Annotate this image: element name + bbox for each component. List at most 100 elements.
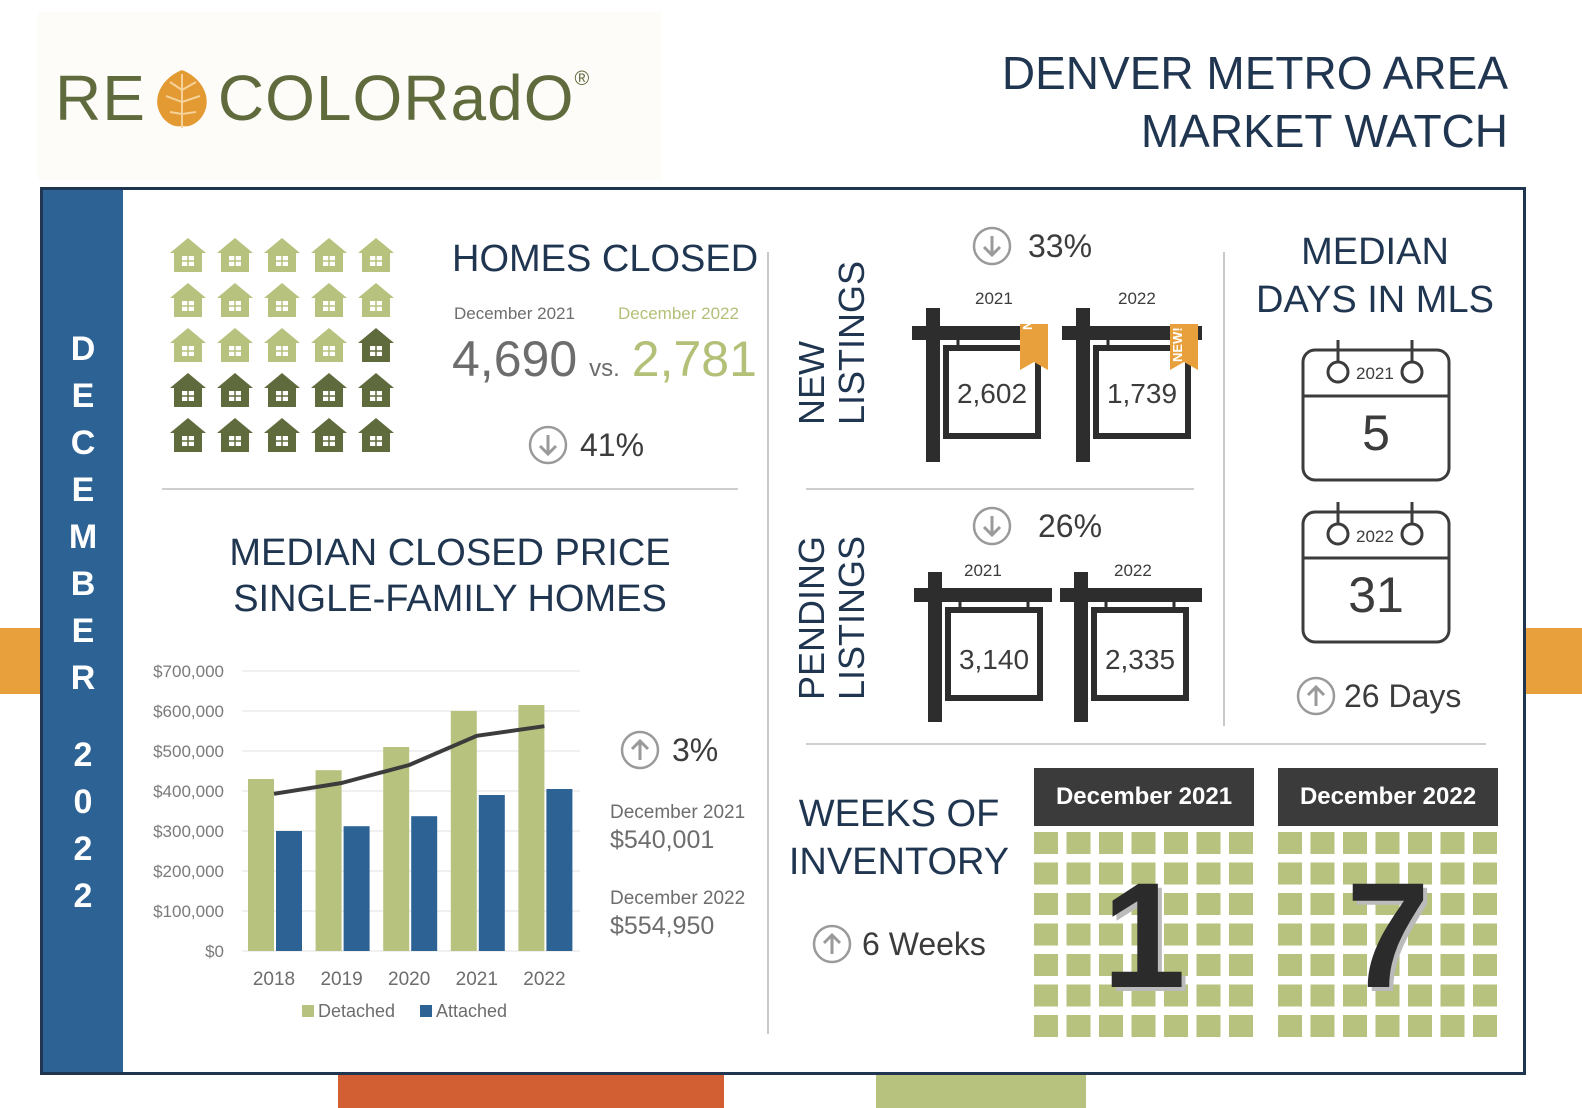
sidebar-month-year: D E C E M B E R 2 0 2 2 xyxy=(43,326,123,920)
logo-background xyxy=(38,12,662,180)
house-icon xyxy=(170,418,206,452)
title-line-1: DENVER METRO AREA xyxy=(1001,47,1508,99)
bar-attached xyxy=(546,789,573,951)
median-price-label-2021: December 2021 xyxy=(610,802,746,823)
house-icon xyxy=(311,328,347,362)
inventory-tile xyxy=(1343,1015,1367,1037)
decorative-bar-bottom-red xyxy=(338,1072,724,1108)
inventory-tile xyxy=(1310,1015,1335,1037)
arrow-up-circle-icon xyxy=(620,730,660,770)
inventory-tile xyxy=(1164,984,1188,1007)
weeks-inventory-title: WEEKS OF INVENTORY xyxy=(786,790,1012,886)
new-listings-change: 33% xyxy=(972,226,1092,266)
new-listings-year-2: 2022 xyxy=(1118,289,1156,308)
inventory-tile xyxy=(1131,832,1156,854)
house-icon xyxy=(311,373,347,407)
inventory-header-2022: December 2022 xyxy=(1278,768,1498,826)
bar-detached xyxy=(315,770,342,951)
house-icon xyxy=(217,373,253,407)
homes-closed-label-2021: December 2021 xyxy=(454,304,575,323)
inventory-grid-2022 xyxy=(1278,832,1498,1044)
inventory-tile xyxy=(1164,862,1188,885)
legend-swatch xyxy=(420,1005,432,1017)
calendar-2022-value: 31 xyxy=(1348,567,1404,623)
sidebar-letter: C xyxy=(70,424,96,462)
new-tag-1: NEW! xyxy=(1020,295,1035,330)
homes-icon-grid xyxy=(168,236,404,458)
inventory-value-2021: 1 xyxy=(1102,851,1186,1019)
inventory-tile xyxy=(1066,832,1091,854)
logo-text-colorado: COLORadO xyxy=(217,62,575,134)
calendar-2021-year: 2021 xyxy=(1356,364,1394,383)
homes-closed-label-2022: December 2022 xyxy=(618,304,739,323)
x-tick-label: 2021 xyxy=(456,969,498,990)
inventory-tile xyxy=(1131,954,1156,976)
sidebar-letter: E xyxy=(71,377,95,415)
inventory-tile xyxy=(1473,1015,1497,1037)
decorative-bar-right xyxy=(1524,628,1582,694)
inventory-tile xyxy=(1034,984,1058,1007)
inventory-tile xyxy=(1066,984,1091,1007)
inventory-tile xyxy=(1164,1015,1188,1037)
house-icon xyxy=(311,418,347,452)
house-icon xyxy=(264,283,300,317)
inventory-tile xyxy=(1229,893,1253,915)
inventory-tile xyxy=(1066,862,1091,885)
homes-closed-vs: vs. xyxy=(589,355,620,382)
inventory-tile xyxy=(1473,984,1497,1007)
house-icon xyxy=(264,328,300,362)
inventory-tile xyxy=(1278,954,1302,976)
house-icon xyxy=(217,328,253,362)
new-listings-title-line1: NEW xyxy=(791,341,832,425)
inventory-tile xyxy=(1310,832,1335,854)
house-icon xyxy=(358,328,394,362)
inventory-tile xyxy=(1440,832,1465,854)
month-sidebar xyxy=(43,190,123,1072)
inventory-tile xyxy=(1440,923,1465,946)
inventory-tile xyxy=(1440,984,1465,1007)
calendar-2021-value: 5 xyxy=(1362,405,1390,461)
house-icon xyxy=(264,238,300,272)
pending-listings-signs xyxy=(914,572,1202,722)
inventory-tile xyxy=(1278,862,1302,885)
house-icon xyxy=(358,373,394,407)
pending-listings-title: PENDING LISTINGS xyxy=(791,520,884,700)
bar-attached xyxy=(276,831,302,951)
homes-closed-value-2022: 2,781 xyxy=(631,331,757,387)
recolorado-logo[interactable]: RE COLORadO ® xyxy=(55,58,590,138)
inventory-tile xyxy=(1375,893,1400,915)
new-listings-signs xyxy=(912,308,1202,462)
arrow-up-circle-icon xyxy=(1296,676,1336,716)
new-listings-value-1: 2,602 xyxy=(956,378,1028,409)
inventory-tile xyxy=(1278,893,1302,915)
inventory-tile xyxy=(1131,923,1156,946)
inventory-tile xyxy=(1066,923,1091,946)
homes-closed-change-pct: 41% xyxy=(580,426,645,463)
y-tick-label: $300,000 xyxy=(153,822,224,841)
inventory-tile xyxy=(1066,954,1091,976)
inventory-tile xyxy=(1034,862,1058,885)
inventory-tile xyxy=(1440,862,1465,885)
inventory-tile xyxy=(1034,923,1058,946)
inventory-tile xyxy=(1099,923,1123,946)
house-icon xyxy=(170,238,206,272)
inventory-tile xyxy=(1229,832,1253,854)
days-in-mls-change: 26 Days xyxy=(1296,676,1461,716)
inventory-tile xyxy=(1473,923,1497,946)
pending-listings-year-2: 2022 xyxy=(1114,561,1152,580)
arrow-down-circle-icon xyxy=(528,425,568,465)
new-tag-2: NEW! xyxy=(1170,327,1185,362)
inventory-tile xyxy=(1375,1015,1400,1037)
inventory-grid-2021 xyxy=(1034,832,1254,1044)
inventory-tile xyxy=(1229,1015,1253,1037)
median-trend-line xyxy=(273,724,545,796)
inventory-tile xyxy=(1408,923,1432,946)
inventory-tile xyxy=(1278,1015,1302,1037)
y-tick-label: $100,000 xyxy=(153,902,224,921)
inventory-tile xyxy=(1408,862,1432,885)
inventory-tile xyxy=(1310,954,1335,976)
realty-sign-icon xyxy=(1062,308,1202,462)
sidebar-digit: 0 xyxy=(73,783,93,821)
x-tick-label: 2022 xyxy=(523,969,565,990)
title-line-2: MARKET WATCH xyxy=(1140,105,1508,157)
